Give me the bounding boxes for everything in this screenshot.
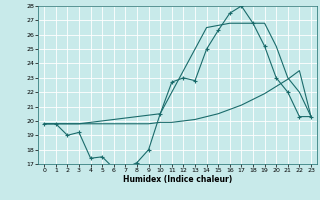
- X-axis label: Humidex (Indice chaleur): Humidex (Indice chaleur): [123, 175, 232, 184]
